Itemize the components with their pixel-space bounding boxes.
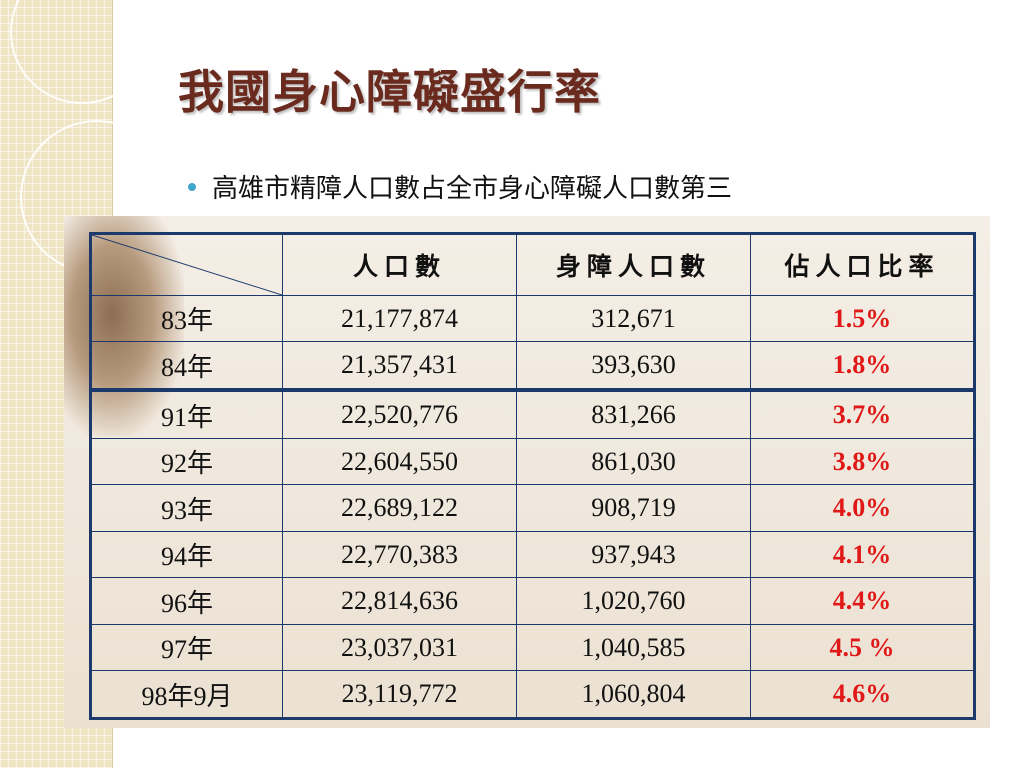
population-cell: 22,814,636 xyxy=(282,577,517,625)
year-cell: 98年9月 xyxy=(90,670,283,719)
year-cell: 92年 xyxy=(90,438,283,486)
table-row: 97年 23,037,031 1,040,585 4.5 % xyxy=(90,623,975,672)
rate-cell: 1.5% xyxy=(750,294,975,343)
table-row: 96年 22,814,636 1,020,760 4.4% xyxy=(90,577,975,625)
bullet-text: 高雄市精障人口數占全市身心障礙人口數第三 xyxy=(212,174,733,204)
population-cell: 22,770,383 xyxy=(282,530,517,579)
rate-cell: 4.4% xyxy=(750,577,975,625)
bullet-item: 高雄市精障人口數占全市身心障礙人口數第三 xyxy=(188,168,732,205)
rate-cell: 3.8% xyxy=(750,438,975,486)
header-population: 人口數 xyxy=(282,233,517,296)
year-cell: 83年 xyxy=(90,294,283,343)
disabled-cell: 1,020,760 xyxy=(516,577,751,625)
table-row: 83年 21,177,874 312,671 1.5% xyxy=(90,294,975,343)
disabled-cell: 393,630 xyxy=(516,341,751,393)
rate-cell: 4.1% xyxy=(750,530,975,579)
rate-cell: 4.6% xyxy=(750,670,975,719)
bullet-dot-icon xyxy=(188,182,196,191)
prevalence-table: 人口數 身障人口數 佔人口比率 83年 21,177,874 312,671 1… xyxy=(89,232,976,720)
disabled-cell: 861,030 xyxy=(516,438,751,486)
rate-cell: 1.8% xyxy=(750,341,975,393)
year-cell: 96年 xyxy=(90,577,283,625)
table-row: 94年 22,770,383 937,943 4.1% xyxy=(90,530,975,579)
year-cell: 91年 xyxy=(90,389,283,440)
header-rate: 佔人口比率 xyxy=(750,233,975,296)
year-cell: 94年 xyxy=(90,530,283,579)
population-cell: 22,604,550 xyxy=(282,438,517,486)
table-row: 93年 22,689,122 908,719 4.0% xyxy=(90,484,975,532)
disabled-cell: 1,040,585 xyxy=(516,623,751,672)
disabled-cell: 908,719 xyxy=(516,484,751,532)
year-cell: 84年 xyxy=(90,341,283,393)
rate-cell: 3.7% xyxy=(750,389,975,440)
population-cell: 23,037,031 xyxy=(282,623,517,672)
population-cell: 23,119,772 xyxy=(282,670,517,719)
diagonal-line xyxy=(92,235,282,295)
disabled-cell: 312,671 xyxy=(516,294,751,343)
population-cell: 22,689,122 xyxy=(282,484,517,532)
table-corner-cell xyxy=(90,233,283,296)
rate-cell: 4.0% xyxy=(750,484,975,532)
disabled-cell: 831,266 xyxy=(516,389,751,440)
table-row: 91年 22,520,776 831,266 3.7% xyxy=(90,389,975,440)
header-disabled-population: 身障人口數 xyxy=(516,233,751,296)
disabled-cell: 937,943 xyxy=(516,530,751,579)
population-cell: 21,357,431 xyxy=(282,341,517,393)
disabled-cell: 1,060,804 xyxy=(516,670,751,719)
table-header-row: 人口數 身障人口數 佔人口比率 xyxy=(90,233,975,296)
population-cell: 21,177,874 xyxy=(282,294,517,343)
population-cell: 22,520,776 xyxy=(282,389,517,440)
table-row: 84年 21,357,431 393,630 1.8% xyxy=(90,341,975,393)
year-cell: 97年 xyxy=(90,623,283,672)
table-row: 98年9月 23,119,772 1,060,804 4.6% xyxy=(90,670,975,719)
year-cell: 93年 xyxy=(90,484,283,532)
table-row: 92年 22,604,550 861,030 3.8% xyxy=(90,438,975,486)
rate-cell: 4.5 % xyxy=(750,623,975,672)
slide-title: 我國身心障礙盛行率 xyxy=(178,65,601,119)
decorative-circle xyxy=(10,0,154,104)
